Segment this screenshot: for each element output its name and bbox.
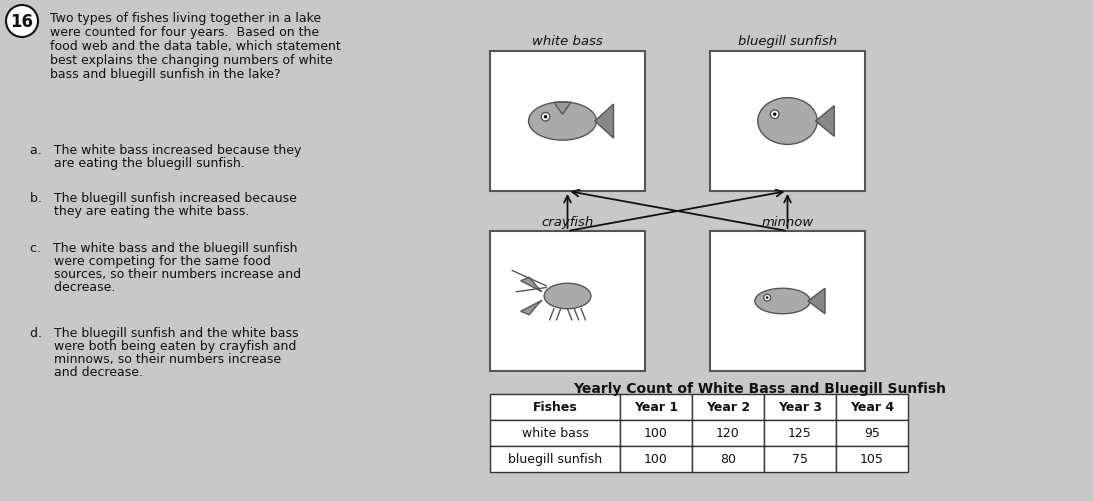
Text: Year 3: Year 3 [778,401,822,414]
Text: and decrease.: and decrease. [30,365,143,378]
Text: food web and the data table, which statement: food web and the data table, which state… [50,40,341,53]
Bar [620,420,692,446]
Text: Year 4: Year 4 [850,401,894,414]
Ellipse shape [529,103,597,141]
Text: best explains the changing numbers of white: best explains the changing numbers of wh… [50,54,332,67]
Polygon shape [815,107,834,137]
Text: were competing for the same food: were competing for the same food [30,255,271,268]
Bar [710,231,865,371]
Text: 80: 80 [720,452,736,465]
Text: white bass: white bass [532,35,603,48]
Text: 105: 105 [860,452,884,465]
Text: minnows, so their numbers increase: minnows, so their numbers increase [30,352,281,365]
Bar [620,446,692,472]
Text: Two types of fishes living together in a lake: Two types of fishes living together in a… [50,12,321,25]
Bar [490,420,620,446]
Circle shape [771,111,779,119]
Bar [836,446,908,472]
Polygon shape [595,105,613,139]
Text: 125: 125 [788,427,812,439]
Circle shape [764,295,771,302]
Text: they are eating the white bass.: they are eating the white bass. [30,204,249,217]
Bar [490,231,645,371]
Bar [764,446,836,472]
Bar [692,394,764,420]
Text: Fishes: Fishes [532,401,577,414]
Bar [692,446,764,472]
Bar [764,420,836,446]
Bar [490,446,620,472]
Text: bass and bluegill sunfish in the lake?: bass and bluegill sunfish in the lake? [50,68,281,81]
Text: a.   The white bass increased because they: a. The white bass increased because they [30,144,302,157]
Text: 16: 16 [11,13,34,31]
Bar [836,420,908,446]
Text: were both being eaten by crayfish and: were both being eaten by crayfish and [30,339,296,352]
Text: 120: 120 [716,427,740,439]
Circle shape [773,113,776,117]
Text: minnow: minnow [762,215,813,228]
Circle shape [766,297,768,299]
Bar [490,394,620,420]
Text: d.   The bluegill sunfish and the white bass: d. The bluegill sunfish and the white ba… [30,326,298,339]
Text: c.   The white bass and the bluegill sunfish: c. The white bass and the bluegill sunfi… [30,241,297,255]
Text: Year 1: Year 1 [634,401,678,414]
Ellipse shape [755,289,810,314]
Bar [692,420,764,446]
Bar [490,52,645,191]
Text: bluegill sunfish: bluegill sunfish [508,452,602,465]
Text: 75: 75 [792,452,808,465]
Polygon shape [808,289,825,314]
Text: crayfish: crayfish [541,215,593,228]
Polygon shape [554,103,571,115]
Text: Year 2: Year 2 [706,401,750,414]
Circle shape [544,116,548,119]
Text: were counted for four years.  Based on the: were counted for four years. Based on th… [50,26,319,39]
Text: 100: 100 [644,427,668,439]
Text: sources, so their numbers increase and: sources, so their numbers increase and [30,268,302,281]
Ellipse shape [544,284,591,309]
Text: 95: 95 [865,427,880,439]
Bar [764,394,836,420]
Text: decrease.: decrease. [30,281,116,294]
Bar [620,394,692,420]
Text: are eating the bluegill sunfish.: are eating the bluegill sunfish. [30,157,245,170]
Text: b.   The bluegill sunfish increased because: b. The bluegill sunfish increased becaus… [30,191,297,204]
Circle shape [5,6,38,38]
Polygon shape [520,301,542,315]
Text: white bass: white bass [521,427,588,439]
Text: bluegill sunfish: bluegill sunfish [738,35,837,48]
Circle shape [541,113,550,122]
Bar [710,52,865,191]
Text: 100: 100 [644,452,668,465]
Bar [836,394,908,420]
Text: Yearly Count of White Bass and Bluegill Sunfish: Yearly Count of White Bass and Bluegill … [574,381,947,395]
Polygon shape [520,278,542,292]
Ellipse shape [757,98,818,145]
